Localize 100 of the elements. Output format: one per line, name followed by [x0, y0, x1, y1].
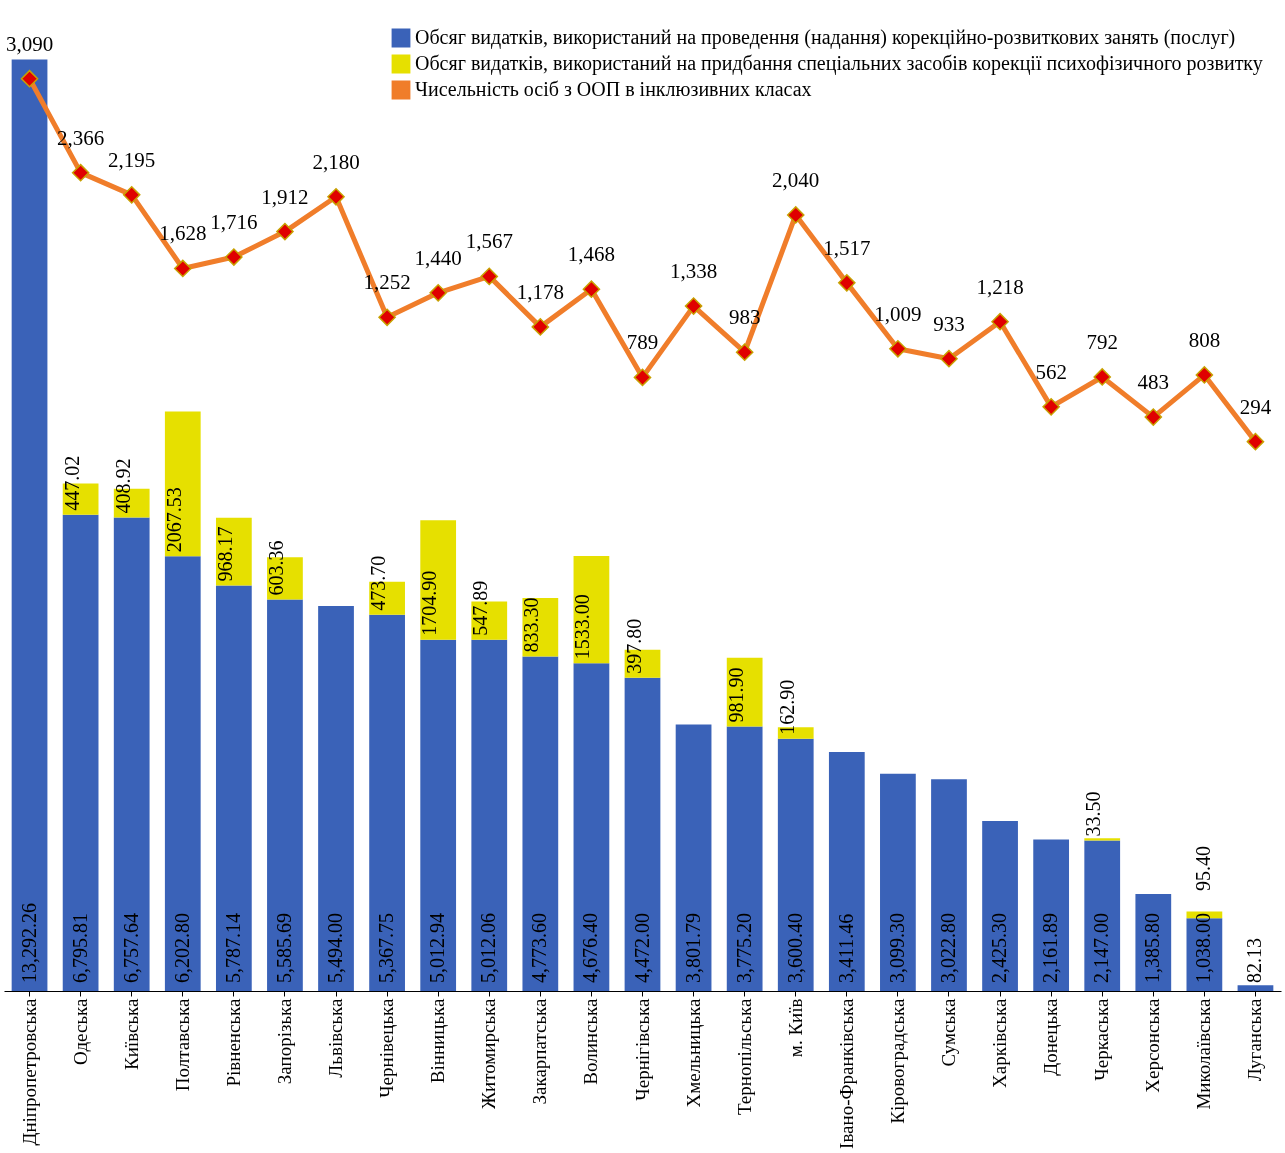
bar — [420, 520, 457, 640]
x-tick-label: Хмельницька — [682, 997, 704, 1108]
data-label: 6,795.81 — [68, 913, 91, 983]
point — [684, 297, 703, 315]
data-label: 5,367.75 — [375, 913, 398, 983]
data-label: 1,912 — [261, 184, 309, 209]
data-label: 3,022.80 — [936, 913, 959, 983]
point — [20, 69, 39, 88]
bar — [573, 663, 610, 991]
data-label: 6,757.64 — [119, 913, 142, 983]
x-tick-label: Кіровоградська — [886, 997, 908, 1124]
data-label: 408.92 — [111, 458, 134, 514]
data-label: 5,494.00 — [324, 913, 347, 983]
point — [940, 349, 958, 368]
x-tick-label: Івано-Франківська — [835, 997, 857, 1149]
bar — [931, 779, 967, 991]
legend-label: Обсяг видатків, використаний на придбання спеціальних засобів корекції психофізичного розвитку — [415, 52, 1263, 75]
bar — [113, 517, 150, 991]
data-label: 792 — [1086, 329, 1118, 354]
bar — [624, 677, 661, 991]
x-tick-label: Запорізька — [273, 997, 295, 1085]
bar — [420, 639, 457, 991]
point — [173, 259, 192, 278]
point — [225, 248, 243, 266]
point — [122, 186, 141, 204]
data-label: 1,628 — [159, 221, 207, 246]
bar — [1084, 838, 1121, 841]
x-tick-label: Рівненська — [222, 997, 244, 1087]
data-label: 3,090 — [5, 31, 54, 56]
data-label: 968.17 — [213, 526, 236, 582]
x-tick-label: Донецька — [1040, 997, 1062, 1076]
x-tick-label: Львівська — [325, 997, 347, 1078]
point — [1246, 432, 1265, 451]
data-label: 2,147.00 — [1090, 913, 1113, 983]
data-label: 162.90 — [775, 679, 798, 735]
point — [889, 340, 907, 358]
data-label: 397.80 — [622, 618, 645, 674]
data-label: 1,385.80 — [1141, 913, 1164, 983]
x-tick-label: Херсонська — [1142, 997, 1164, 1093]
data-label: 1,468 — [567, 242, 616, 267]
x-tick-label: Луганська — [1244, 997, 1266, 1082]
bar — [828, 751, 865, 991]
bar — [11, 59, 48, 991]
data-label: 1,338 — [669, 259, 718, 284]
point — [429, 284, 447, 302]
x-tick-label: Черкаська — [1091, 997, 1113, 1081]
bar — [62, 514, 99, 991]
point — [1093, 368, 1112, 386]
data-label: 2067.53 — [162, 487, 185, 553]
x-tick-label: Волинська — [580, 997, 602, 1085]
data-label: 1533.00 — [571, 594, 594, 660]
data-label: 3,099.30 — [885, 913, 908, 983]
data-label: 4,472.00 — [630, 913, 653, 983]
point — [276, 222, 294, 241]
data-label: 981.90 — [724, 667, 747, 723]
data-label: 603.36 — [264, 540, 287, 596]
data-label: 6,202.80 — [170, 913, 193, 983]
bar — [777, 738, 814, 991]
data-label: 33.50 — [1082, 791, 1105, 837]
bar — [164, 411, 201, 557]
x-tick-label: Житомирська — [478, 997, 500, 1110]
point — [582, 280, 601, 299]
data-label: 562 — [1035, 359, 1067, 384]
point — [786, 206, 805, 224]
data-label: 5,787.14 — [221, 913, 244, 983]
bar — [726, 726, 763, 991]
data-label: 1,517 — [823, 235, 871, 260]
x-tick-label: Чернівецька — [376, 997, 398, 1098]
legend-label: Чисельність осіб з ООП в інклюзивних класах — [415, 78, 812, 100]
data-label: 483 — [1137, 370, 1170, 395]
point — [1144, 408, 1163, 426]
data-label: 1704.90 — [418, 570, 441, 636]
data-label: 1,567 — [465, 229, 513, 254]
data-label: 1,038.00 — [1192, 913, 1215, 983]
data-label: 3,801.79 — [681, 913, 704, 983]
data-label: 808 — [1188, 327, 1221, 352]
point — [838, 274, 856, 292]
bar — [369, 614, 405, 991]
x-tick-label: Київська — [120, 997, 142, 1070]
point — [1042, 398, 1060, 416]
data-label: 3,775.20 — [732, 913, 755, 983]
point — [378, 308, 396, 327]
data-label: 2,425.30 — [988, 913, 1011, 983]
data-label: 2,040 — [772, 167, 820, 192]
bar — [982, 821, 1018, 991]
bar — [164, 556, 201, 991]
point — [991, 312, 1009, 331]
data-label: 3,600.40 — [783, 913, 806, 983]
x-tick-label: Миколаївська — [1193, 997, 1215, 1110]
data-label: 473.70 — [367, 555, 390, 611]
legend-label: Обсяг видатків, використаний на проведення (надання) корекційно-розвиткових занять (послуг) — [415, 26, 1236, 49]
bar — [522, 656, 559, 991]
data-label: 1,009 — [874, 301, 922, 326]
point — [531, 318, 550, 336]
x-tick-label: м. Київ — [784, 998, 806, 1058]
point — [1195, 366, 1214, 384]
data-label: 1,440 — [414, 245, 462, 270]
data-label: 13,292.26 — [17, 903, 40, 983]
data-label: 1,178 — [516, 279, 564, 304]
bar — [215, 585, 252, 991]
